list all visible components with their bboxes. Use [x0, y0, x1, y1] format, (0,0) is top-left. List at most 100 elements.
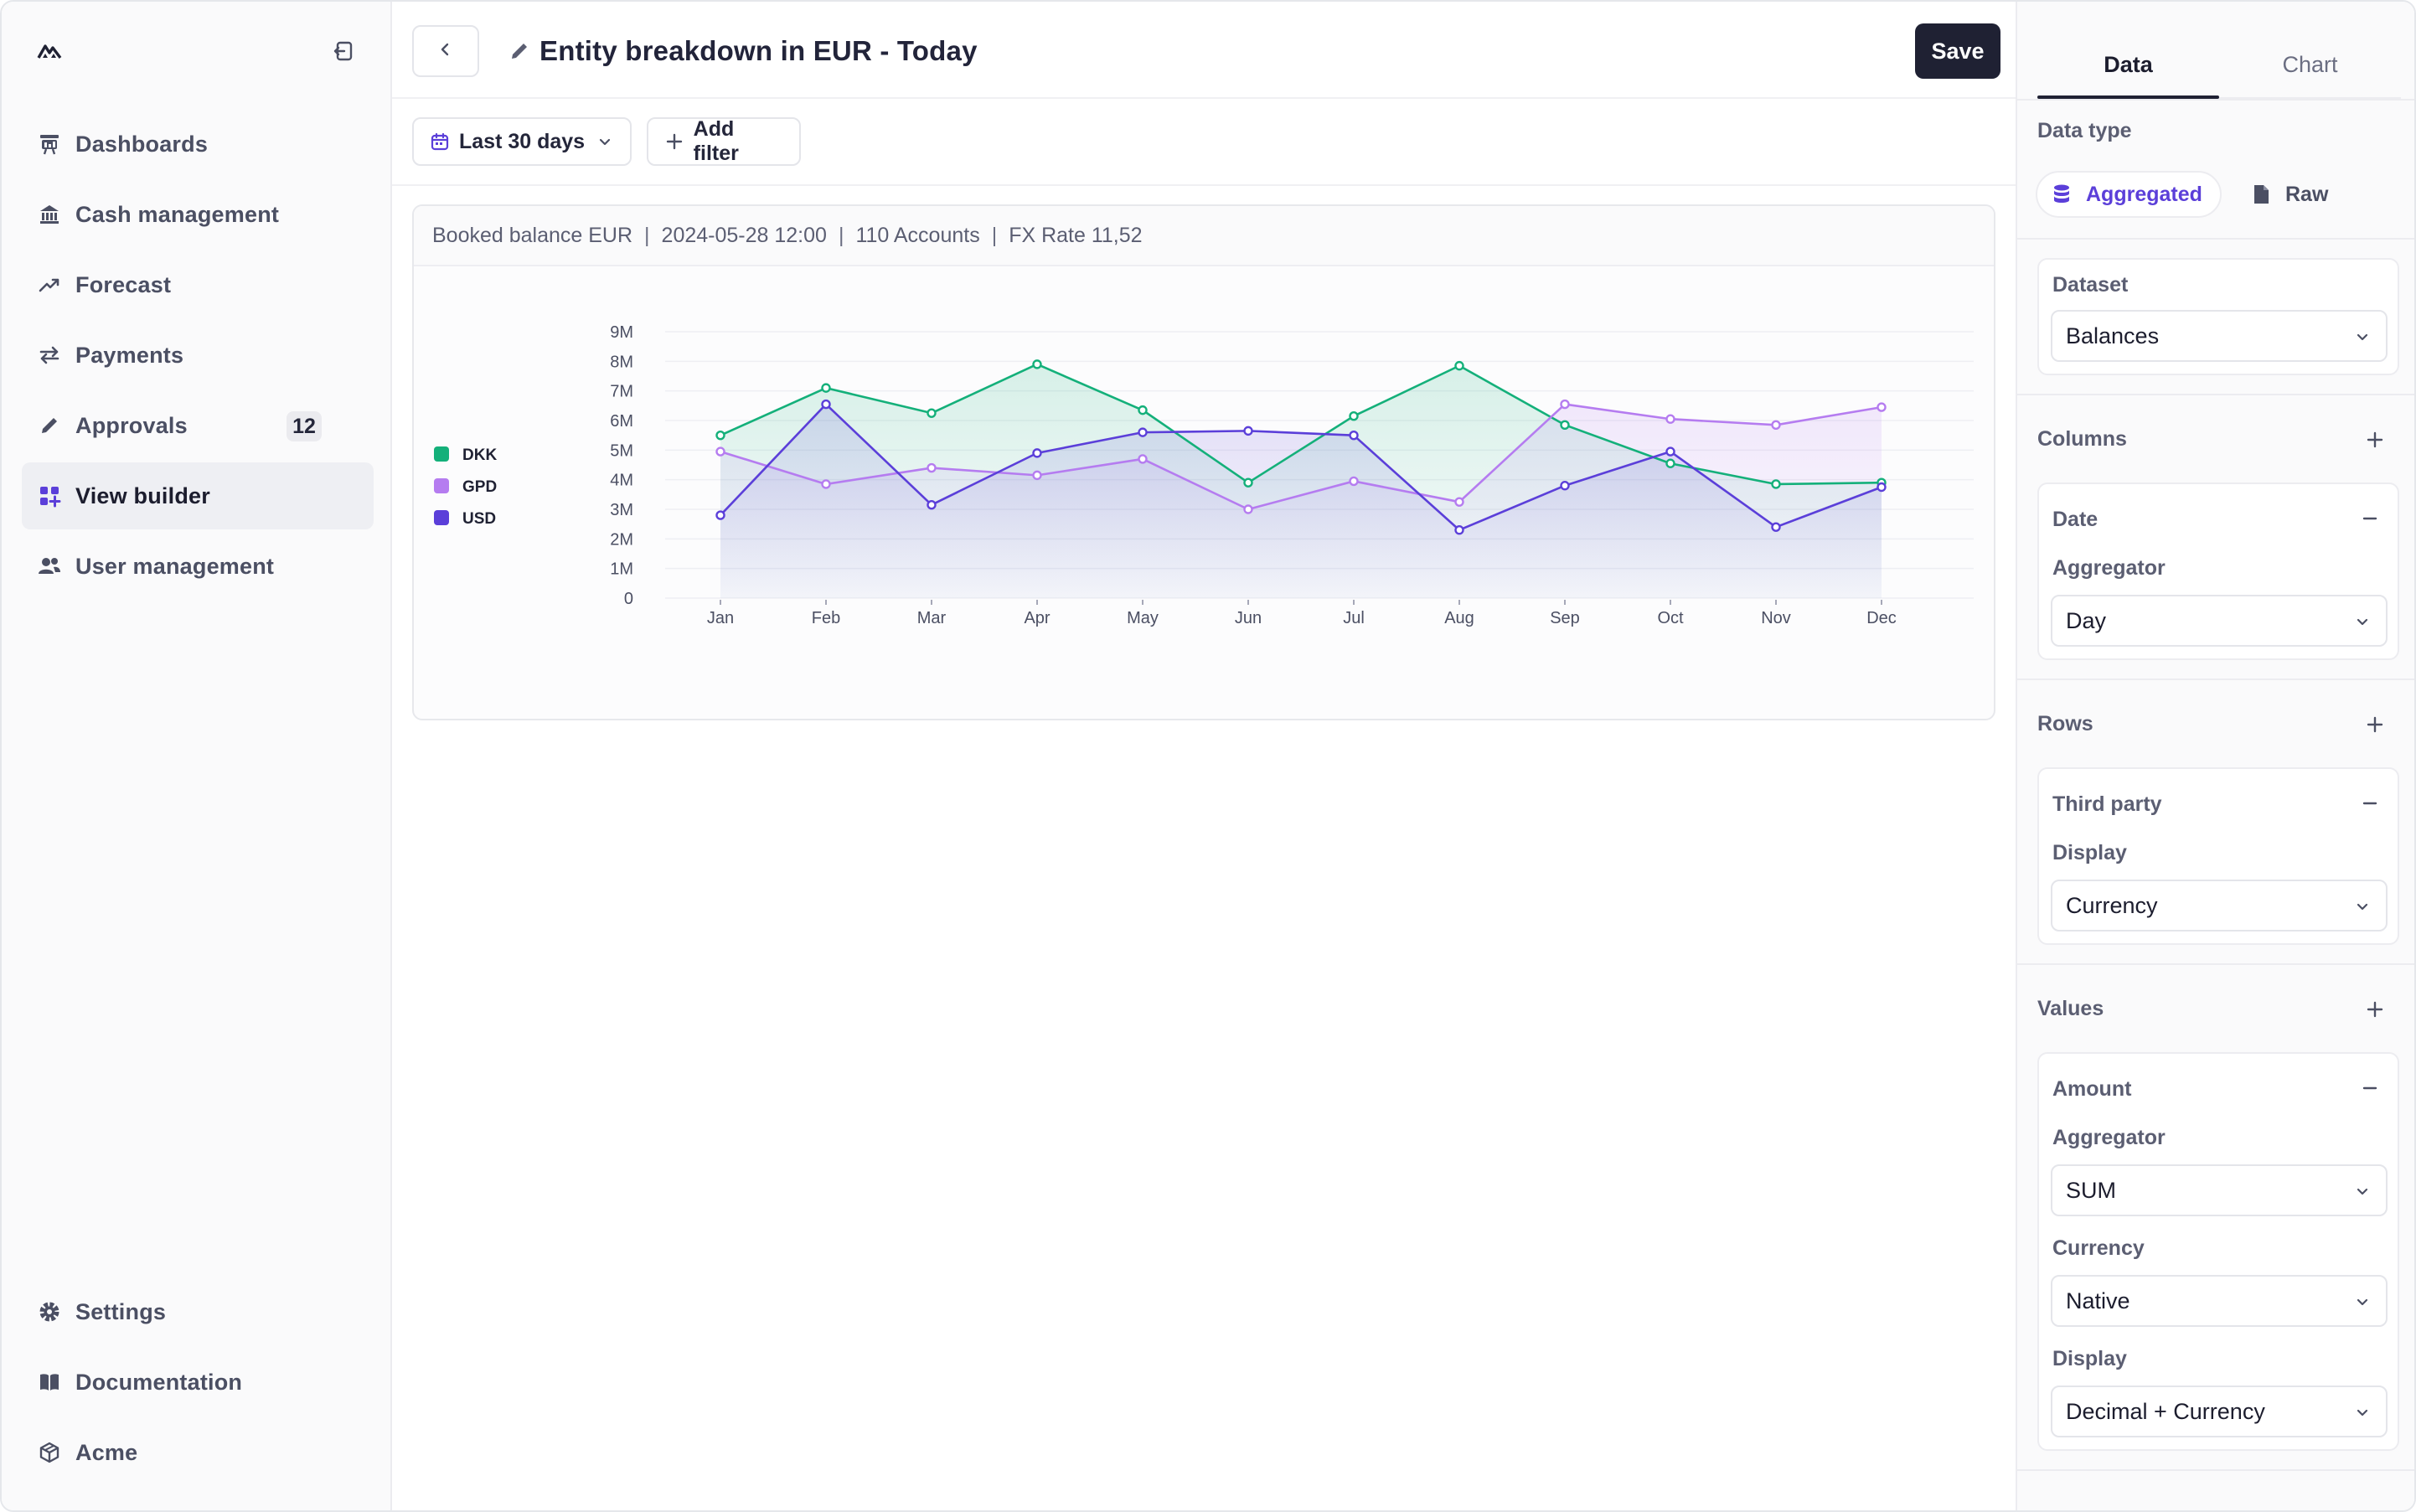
raw-option[interactable]: Raw	[2237, 171, 2362, 218]
mountain-logo-icon[interactable]	[37, 40, 62, 60]
y-tick-label: 1M	[610, 560, 633, 579]
chart-meta: Booked balance EUR | 2024-05-28 12:00 | …	[414, 206, 1994, 266]
y-tick-label: 8M	[610, 353, 633, 371]
sidebar-item-documentation[interactable]: Documentation	[22, 1349, 374, 1416]
data-point-usd	[1560, 481, 1570, 491]
value-display-select[interactable]: Decimal + Currency	[2051, 1386, 2388, 1437]
value-display-value: Decimal + Currency	[2066, 1398, 2265, 1424]
data-point-gpd	[1032, 470, 1042, 481]
sidebar-collapse-icon[interactable]	[330, 37, 359, 65]
filter-bar: Last 30 days Add filter	[392, 99, 2016, 186]
add-column-button[interactable]	[2361, 426, 2389, 454]
data-point-dkk	[1454, 360, 1464, 371]
aggregator-select[interactable]: Day	[2051, 595, 2388, 647]
data-point-gpd	[1560, 399, 1570, 410]
edit-pencil-icon	[508, 39, 531, 63]
value-aggregator-select[interactable]: SUM	[2051, 1164, 2388, 1216]
divider	[2017, 963, 2414, 965]
data-point-usd	[821, 399, 831, 410]
series-line-dkk	[720, 363, 1882, 486]
legend-swatch-gpd	[434, 478, 449, 493]
add-value-button[interactable]	[2361, 995, 2389, 1024]
x-tick-label: Sep	[1550, 609, 1580, 627]
row-title: Third party	[2052, 792, 2162, 816]
dataset-label: Dataset	[2052, 273, 2129, 297]
sidebar-item-payments[interactable]: Payments	[22, 322, 374, 389]
data-point-usd	[1877, 482, 1887, 493]
data-point-usd	[1243, 426, 1253, 436]
data-point-gpd	[1454, 497, 1464, 507]
data-point-gpd	[1243, 504, 1253, 514]
chevron-down-icon	[2354, 1183, 2371, 1200]
data-point-dkk	[1243, 477, 1253, 488]
chevron-left-icon	[437, 41, 454, 62]
data-point-usd	[1771, 522, 1781, 532]
chevron-down-icon	[2354, 898, 2371, 915]
line-chart: 0 1M 2M 3M 4M 5M 6M 7M 8M 9M Jan Feb Mar Apr May Jun Jul…	[434, 323, 1974, 627]
sidebar-item-forecast[interactable]: Forecast	[22, 251, 374, 318]
series-line-usd	[720, 403, 1882, 532]
x-tick-label: Jul	[1343, 609, 1365, 627]
data-point-dkk	[1349, 410, 1359, 421]
remove-column-button[interactable]	[2357, 506, 2382, 531]
config-panel: Data Chart Data type Aggregated Raw Data…	[2016, 2, 2414, 1510]
data-point-usd	[715, 510, 725, 520]
remove-row-button[interactable]	[2357, 791, 2382, 816]
tab-data[interactable]: Data	[2037, 32, 2219, 99]
plus-icon	[2367, 431, 2383, 448]
display-select[interactable]: Currency	[2051, 880, 2388, 931]
meta-separator: |	[644, 223, 650, 247]
data-point-dkk	[927, 408, 937, 418]
y-tick-label: 3M	[610, 501, 633, 519]
data-point-usd	[1454, 525, 1464, 535]
dataset-value: Balances	[2066, 323, 2160, 348]
sidebar-item-acme[interactable]: Acme	[22, 1419, 374, 1486]
add-filter-button[interactable]: Add filter	[647, 117, 801, 166]
page-header: Entity breakdown in EUR - Today Save	[392, 2, 2016, 99]
date-range-button[interactable]: Last 30 days	[412, 117, 632, 166]
save-button[interactable]: Save	[1915, 23, 2000, 79]
currency-select[interactable]: Native	[2051, 1275, 2388, 1327]
sidebar-item-user-management[interactable]: User management	[22, 533, 374, 600]
rows-label: Rows	[2037, 712, 2093, 735]
sidebar-item-label: Settings	[75, 1298, 167, 1324]
data-point-gpd	[1877, 402, 1887, 412]
sidebar-item-settings[interactable]: Settings	[22, 1278, 374, 1345]
currency-value: Native	[2066, 1288, 2130, 1313]
file-icon	[2250, 183, 2272, 205]
trend-up-icon	[37, 272, 62, 297]
page-title-wrap[interactable]: Entity breakdown in EUR - Today	[508, 28, 978, 74]
aggregated-option[interactable]: Aggregated	[2036, 171, 2222, 218]
data-point-dkk	[1560, 420, 1570, 431]
remove-value-button[interactable]	[2357, 1076, 2382, 1101]
sidebar-item-view-builder[interactable]: View builder	[22, 462, 374, 529]
main-content: Entity breakdown in EUR - Today Save Las…	[392, 2, 2016, 1510]
value-amount-box: Amount Aggregator SUM Currency Native Di…	[2037, 1052, 2399, 1451]
row-third-party-box: Third party Display Currency	[2037, 767, 2399, 945]
back-button[interactable]	[412, 25, 479, 77]
dataset-select[interactable]: Balances	[2051, 310, 2388, 362]
approvals-count-badge: 12	[287, 411, 322, 441]
bank-icon	[37, 202, 62, 227]
sidebar-item-dashboards[interactable]: Dashboards	[22, 111, 374, 178]
sidebar-item-label: Documentation	[75, 1369, 243, 1395]
chevron-down-icon	[2354, 1404, 2371, 1421]
x-tick-label: Nov	[1761, 609, 1791, 627]
data-point-gpd	[821, 479, 831, 489]
x-tick-label: Oct	[1657, 609, 1684, 627]
book-icon	[37, 1370, 62, 1395]
grid-plus-icon	[37, 483, 62, 508]
tab-chart[interactable]: Chart	[2282, 51, 2338, 77]
chevron-down-icon	[2354, 1293, 2371, 1310]
y-tick-label: 0	[624, 590, 633, 608]
calendar-icon	[429, 131, 451, 152]
sidebar-item-approvals[interactable]: Approvals 12	[22, 392, 374, 459]
data-point-dkk	[1138, 405, 1148, 415]
x-tick-label: Apr	[1024, 609, 1050, 627]
add-row-button[interactable]	[2361, 710, 2389, 739]
legend-label-usd: USD	[462, 510, 496, 528]
data-point-usd	[1138, 427, 1148, 437]
database-icon	[2051, 183, 2073, 205]
sidebar-item-cash-management[interactable]: Cash management	[22, 181, 374, 248]
y-tick-label: 7M	[610, 383, 633, 401]
